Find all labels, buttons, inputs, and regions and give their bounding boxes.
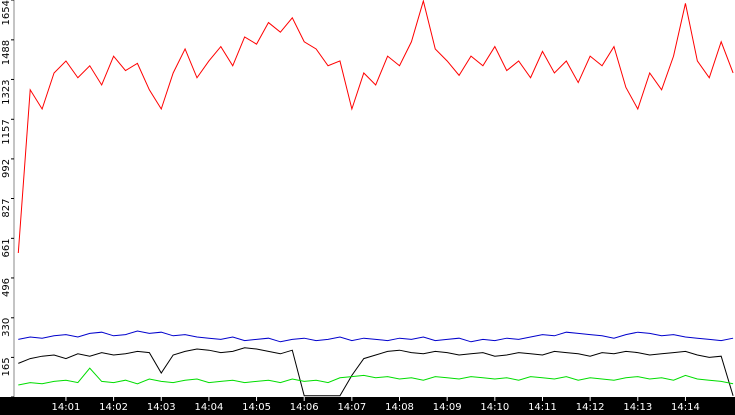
x-tick-label: 14:04 bbox=[194, 402, 223, 413]
y-tick-label: 0 bbox=[1, 397, 12, 403]
y-tick-label: 827 bbox=[1, 199, 12, 218]
y-tick-label: 661 bbox=[1, 238, 12, 257]
x-tick-label: 14:10 bbox=[480, 402, 509, 413]
x-tick-label: 14:01 bbox=[52, 402, 81, 413]
x-tick-label: 14:06 bbox=[290, 402, 319, 413]
x-tick-label: 14:03 bbox=[147, 402, 176, 413]
x-tick-label: 14:09 bbox=[433, 402, 462, 413]
y-tick-label: 1654 bbox=[1, 0, 12, 25]
y-tick-label: 1323 bbox=[1, 79, 12, 104]
x-tick-label: 14:14 bbox=[671, 402, 700, 413]
series-line bbox=[18, 347, 734, 397]
y-tick-label: 330 bbox=[1, 318, 12, 337]
x-tick-label: 14:08 bbox=[385, 402, 414, 413]
y-tick-label: 496 bbox=[1, 278, 12, 297]
x-tick-label: 14:12 bbox=[576, 402, 605, 413]
series-line bbox=[18, 330, 734, 343]
x-tick-label: 14:02 bbox=[99, 402, 128, 413]
y-tick-label: 992 bbox=[1, 159, 12, 178]
y-tick-label: 165 bbox=[1, 357, 12, 376]
x-tick-label: 14:13 bbox=[623, 402, 652, 413]
x-axis-band bbox=[0, 397, 735, 415]
x-tick-label: 14:05 bbox=[242, 402, 271, 413]
x-tick-label: 14:07 bbox=[337, 402, 366, 413]
x-tick-label: 14:11 bbox=[528, 402, 557, 413]
y-tick-label: 1157 bbox=[1, 119, 12, 144]
y-tick-label: 1488 bbox=[1, 40, 12, 65]
series-line bbox=[17, 0, 734, 254]
series-line bbox=[18, 367, 734, 386]
